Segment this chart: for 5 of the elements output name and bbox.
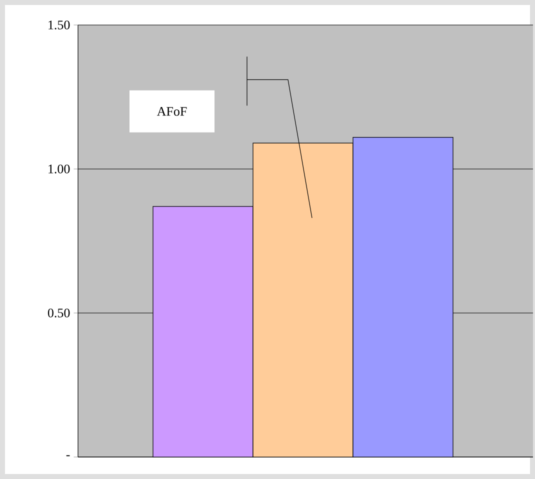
y-tick-label: - <box>66 455 70 456</box>
y-tick-label: 1.00 <box>48 164 70 174</box>
annotation: AFoF <box>156 107 187 116</box>
y-tick-label: 0.50 <box>48 308 70 318</box>
y-tick-label: 1.50 <box>48 20 70 30</box>
